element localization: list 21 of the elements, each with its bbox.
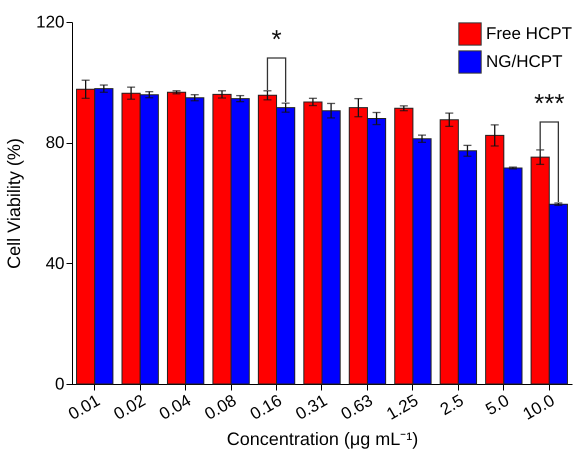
y-tick-label: 120	[36, 12, 64, 32]
x-tick-label: 0.01	[65, 390, 104, 424]
x-tick-label: 0.02	[110, 390, 149, 424]
x-axis-title: Concentration (μg mL⁻¹)	[226, 428, 418, 449]
x-tick-label: 0.08	[201, 390, 240, 424]
x-tick-label: 0.04	[156, 390, 194, 424]
annotation: *	[271, 24, 282, 54]
x-tick-label: 0.31	[292, 390, 330, 424]
y-tick-label: 80	[46, 133, 64, 152]
y-axis-title: Cell Viability (%)	[4, 138, 24, 269]
x-tick-label: 0.63	[338, 390, 376, 424]
legend-label: NG/HCPT	[486, 52, 562, 71]
y-tick-label: 40	[46, 254, 64, 273]
x-tick-label: 10.0	[520, 390, 558, 424]
x-tick-label: 5.0	[482, 390, 512, 420]
x-tick-label: 0.16	[246, 390, 286, 424]
x-tick-label: 1.25	[383, 390, 422, 424]
y-tick-label: 0	[55, 374, 64, 394]
x-tick-label: 2.5	[436, 390, 467, 420]
legend-label: Free HCPT	[486, 24, 572, 43]
annotation: ***	[534, 88, 564, 118]
